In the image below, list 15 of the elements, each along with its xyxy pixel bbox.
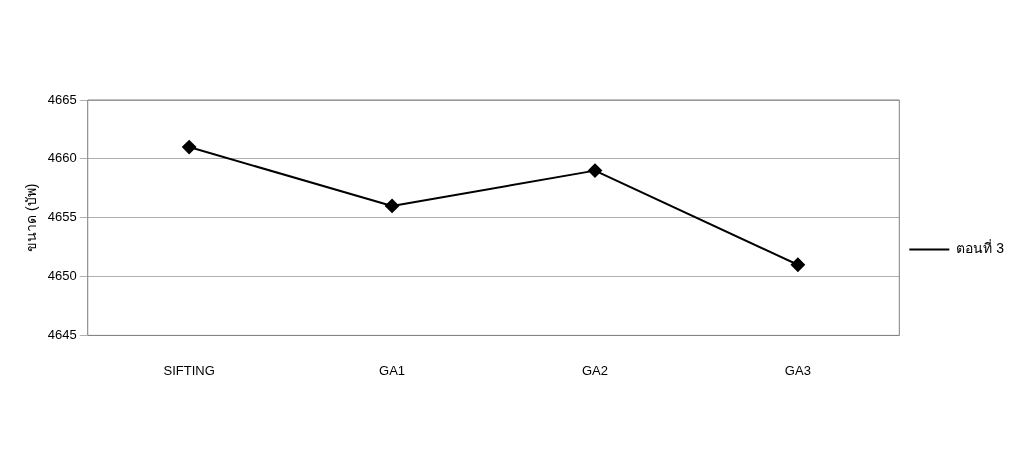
point [385,198,400,213]
point [587,163,602,178]
x-tick-label: GA1 [379,362,406,378]
y-tick-label: 4660 [47,150,77,166]
legend-label: ตอนที่ 3 [956,239,1005,257]
y-axis-title: ขนาด (บัพ) [23,183,40,252]
y-tick-label: 4645 [47,326,77,342]
x-tick-label: GA2 [581,362,608,378]
point [790,257,805,272]
y-tick-label: 4655 [47,209,77,225]
y-tick-label: 4650 [47,268,77,284]
x-tick-label: GA3 [784,362,811,378]
y-tick-label: 4665 [47,91,77,107]
x-tick-label: SIFTING [163,362,215,378]
point [182,140,197,155]
